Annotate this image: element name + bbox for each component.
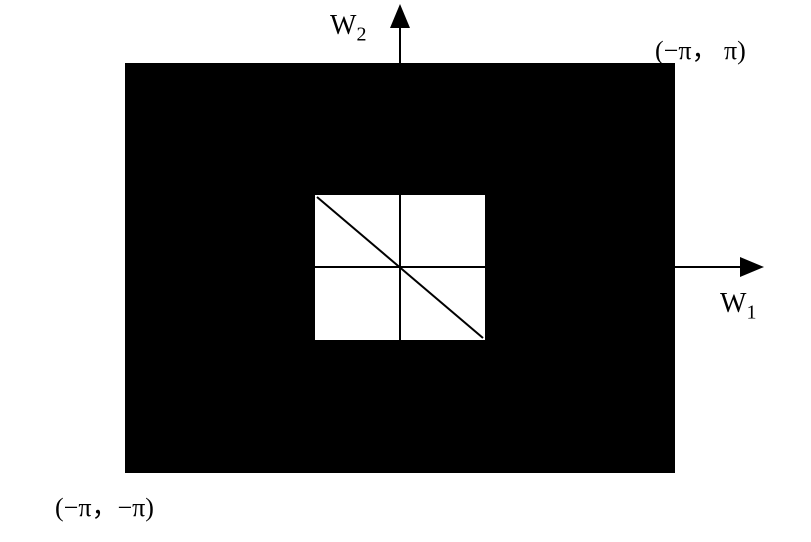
corner-label-bottom-left: (−π，−π) [55,487,154,524]
y-axis-label-text: W [330,10,356,41]
diagram-svg [0,0,811,542]
frequency-diagram: W2 W1 (−π， π) (−π，−π) [0,0,811,542]
y-axis-label: W2 [330,10,366,47]
x-axis-label-text: W [720,288,746,319]
y-axis-label-sub: 2 [356,24,366,46]
x-axis-label-sub: 1 [746,302,756,324]
x-axis-label: W1 [720,288,756,325]
corner-label-top-right: (−π， π) [655,30,746,67]
